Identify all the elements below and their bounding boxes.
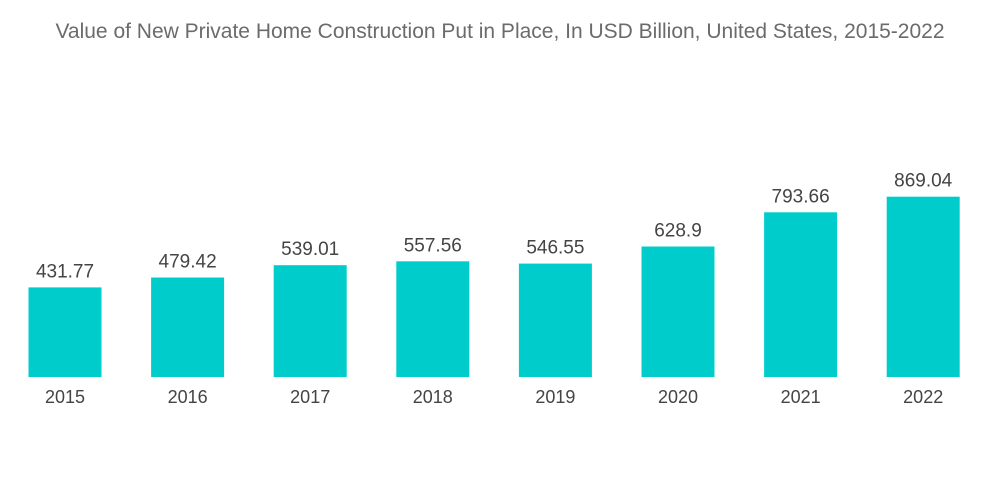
- bars-layer: [28, 196, 960, 377]
- x-tick-2018: 2018: [413, 387, 453, 407]
- bar-2015: [28, 287, 102, 377]
- bar-2018: [396, 261, 470, 377]
- x-tick-2017: 2017: [290, 387, 330, 407]
- value-label-2021: 793.66: [772, 186, 830, 207]
- value-labels-layer: 431.77 479.42 539.01 557.56 546.55 628.9 793.6…: [36, 171, 953, 283]
- bar-2019: [518, 263, 592, 377]
- bar-2016: [151, 277, 225, 377]
- x-tick-2020: 2020: [658, 387, 698, 407]
- value-label-2019: 546.55: [526, 238, 584, 259]
- x-tick-2015: 2015: [45, 387, 85, 407]
- bar-2020: [641, 246, 715, 377]
- chart-title: Value of New Private Home Construction P…: [55, 20, 945, 43]
- value-label-2018: 557.56: [404, 235, 462, 256]
- x-tick-2021: 2021: [781, 387, 821, 407]
- value-label-2015: 431.77: [36, 261, 94, 282]
- x-tick-2019: 2019: [535, 387, 575, 407]
- x-axis-ticks: 2015 2016 2017 2018 2019 2020 2021 2022: [45, 387, 943, 407]
- bar-2022: [886, 196, 960, 377]
- value-label-2020: 628.9: [654, 221, 702, 242]
- value-label-2017: 539.01: [281, 239, 339, 260]
- x-tick-2016: 2016: [168, 387, 208, 407]
- value-label-2022: 869.04: [894, 171, 953, 192]
- bar-2017: [273, 265, 347, 377]
- value-label-2016: 479.42: [159, 252, 217, 273]
- bar-2021: [764, 212, 838, 377]
- x-tick-2022: 2022: [903, 387, 943, 407]
